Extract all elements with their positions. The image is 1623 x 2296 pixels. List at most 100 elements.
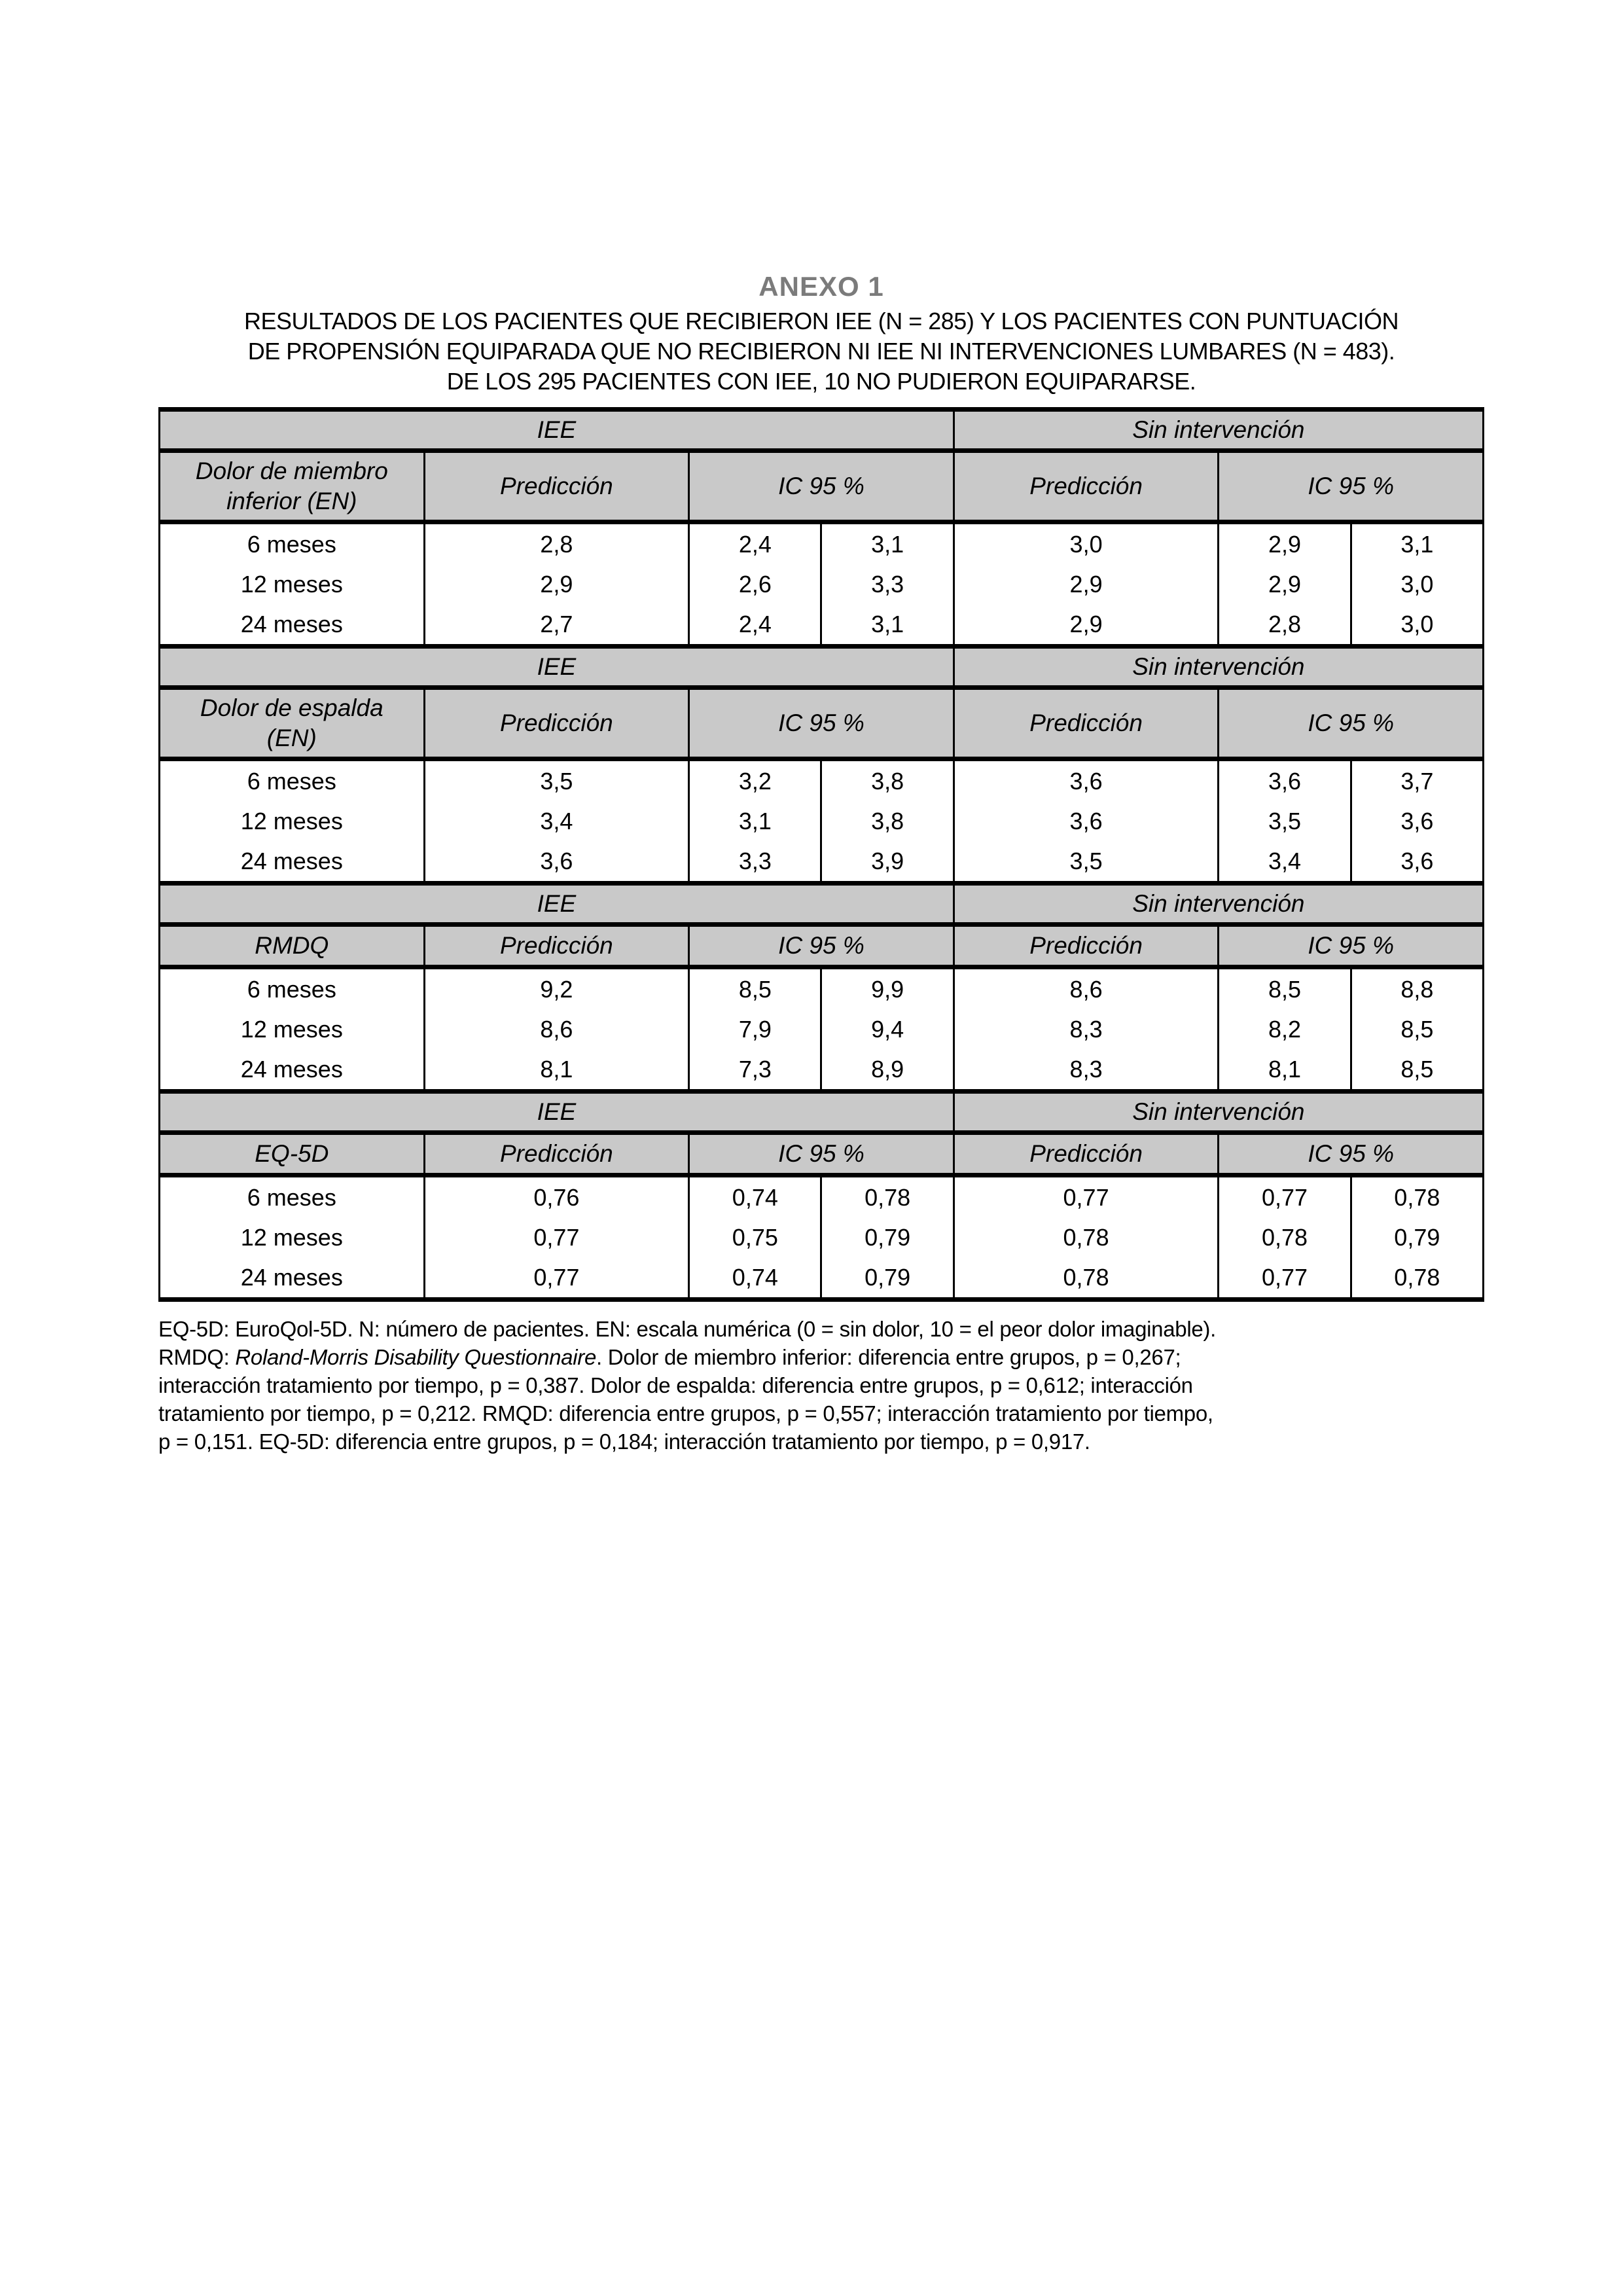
cell-iee-prediccion: 3,4 — [423, 801, 690, 841]
row-period: 6 meses — [158, 522, 425, 564]
group-header-iee: IEE — [158, 1089, 955, 1135]
column-header-row: Dolor de miembro inferior (EN) Predicció… — [158, 450, 1484, 524]
cell-iee-ic-low: 2,4 — [688, 604, 823, 647]
cell-iee-ic-high: 3,3 — [820, 564, 955, 604]
column-header-row: Dolor de espalda (EN) Predicción IC 95 %… — [158, 687, 1484, 761]
cell-sin-ic-low: 0,77 — [1217, 1257, 1352, 1302]
group-header-iee: IEE — [158, 407, 955, 453]
caption-line-3: DE LOS 295 PACIENTES CON IEE, 10 NO PUDI… — [446, 368, 1196, 395]
table-row: 24 meses 3,6 3,3 3,9 3,5 3,4 3,6 — [158, 841, 1485, 884]
cell-sin-prediccion: 3,6 — [952, 801, 1220, 841]
cell-iee-prediccion: 0,77 — [423, 1257, 690, 1302]
cell-sin-ic-low: 0,77 — [1217, 1175, 1352, 1217]
section-label-line: Dolor de espalda — [200, 694, 383, 721]
table-row: 6 meses 3,5 3,2 3,8 3,6 3,6 3,7 — [158, 759, 1485, 801]
cell-iee-ic-low: 7,9 — [688, 1009, 823, 1049]
col-header-ic95-sin: IC 95 % — [1217, 924, 1484, 969]
cell-sin-ic-low: 3,4 — [1217, 841, 1352, 884]
group-header-sin: Sin intervención — [952, 1089, 1485, 1135]
caption-line-2: DE PROPENSIÓN EQUIPARADA QUE NO RECIBIER… — [247, 338, 1395, 365]
cell-iee-ic-low: 2,6 — [688, 564, 823, 604]
table-row: 24 meses 0,77 0,74 0,79 0,78 0,77 0,78 — [158, 1257, 1485, 1302]
cell-sin-ic-low: 2,9 — [1217, 564, 1352, 604]
row-period: 12 meses — [158, 1009, 425, 1049]
cell-sin-prediccion: 8,6 — [952, 967, 1220, 1009]
cell-iee-ic-high: 3,8 — [820, 801, 955, 841]
group-header-row: IEE Sin intervención — [158, 1089, 1485, 1135]
cell-sin-ic-low: 8,2 — [1217, 1009, 1352, 1049]
cell-sin-prediccion: 2,9 — [952, 604, 1220, 647]
group-header-sin: Sin intervención — [952, 644, 1485, 690]
cell-iee-ic-high: 3,9 — [820, 841, 955, 884]
col-header-prediccion-iee: Predicción — [423, 1132, 690, 1177]
cell-iee-ic-high: 0,79 — [820, 1257, 955, 1302]
cell-sin-prediccion: 2,9 — [952, 564, 1220, 604]
results-table: IEE Sin intervención Dolor de miembro in… — [158, 407, 1485, 1302]
cell-iee-prediccion: 8,6 — [423, 1009, 690, 1049]
cell-iee-prediccion: 3,6 — [423, 841, 690, 884]
cell-sin-ic-high: 3,6 — [1349, 841, 1485, 884]
footnote-line-2-prefix: RMDQ: — [158, 1345, 236, 1369]
cell-sin-ic-low: 2,8 — [1217, 604, 1352, 647]
column-header-row: EQ-5D Predicción IC 95 % Predicción IC 9… — [158, 1132, 1484, 1177]
table-row: 12 meses 3,4 3,1 3,8 3,6 3,5 3,6 — [158, 801, 1485, 841]
group-header-row: IEE Sin intervención — [158, 881, 1485, 927]
cell-sin-prediccion: 0,78 — [952, 1257, 1220, 1302]
cell-iee-ic-low: 3,2 — [688, 759, 823, 801]
cell-iee-prediccion: 3,5 — [423, 759, 690, 801]
cell-sin-prediccion: 3,6 — [952, 759, 1220, 801]
section-label-line: inferior (EN) — [226, 488, 357, 514]
cell-iee-ic-low: 3,1 — [688, 801, 823, 841]
cell-iee-ic-high: 0,78 — [820, 1175, 955, 1217]
cell-iee-prediccion: 2,8 — [423, 522, 690, 564]
row-period: 24 meses — [158, 1257, 425, 1302]
table-row: 12 meses 8,6 7,9 9,4 8,3 8,2 8,5 — [158, 1009, 1485, 1049]
footnote-line-2-suffix: . Dolor de miembro inferior: diferencia … — [596, 1345, 1181, 1369]
cell-sin-ic-high: 0,78 — [1349, 1257, 1485, 1302]
footnote-line-5: p = 0,151. EQ-5D: diferencia entre grupo… — [158, 1429, 1090, 1454]
footnote-line-2: RMDQ: Roland-Morris Disability Questionn… — [158, 1343, 1484, 1371]
cell-sin-ic-low: 8,1 — [1217, 1049, 1352, 1092]
col-header-ic95-iee: IC 95 % — [688, 687, 955, 761]
cell-iee-prediccion: 0,76 — [423, 1175, 690, 1217]
col-header-ic95-iee: IC 95 % — [688, 450, 955, 524]
column-header-row: RMDQ Predicción IC 95 % Predicción IC 95… — [158, 924, 1484, 969]
col-header-prediccion-iee: Predicción — [423, 687, 690, 761]
cell-sin-ic-high: 3,6 — [1349, 801, 1485, 841]
col-header-ic95-iee: IC 95 % — [688, 1132, 955, 1177]
cell-iee-ic-high: 3,8 — [820, 759, 955, 801]
cell-iee-ic-high: 0,79 — [820, 1217, 955, 1257]
col-header-ic95-sin: IC 95 % — [1217, 1132, 1484, 1177]
row-period: 6 meses — [158, 1175, 425, 1217]
row-period: 6 meses — [158, 759, 425, 801]
section-label-dolor-miembro: Dolor de miembro inferior (EN) — [158, 450, 425, 524]
cell-sin-prediccion: 3,5 — [952, 841, 1220, 884]
row-period: 24 meses — [158, 841, 425, 884]
cell-sin-prediccion: 0,78 — [952, 1217, 1220, 1257]
table-caption: RESULTADOS DE LOS PACIENTES QUE RECIBIER… — [158, 306, 1484, 397]
cell-sin-ic-high: 8,5 — [1349, 1009, 1485, 1049]
cell-sin-prediccion: 8,3 — [952, 1049, 1220, 1092]
caption-line-1: RESULTADOS DE LOS PACIENTES QUE RECIBIER… — [244, 308, 1399, 334]
section-label-dolor-espalda: Dolor de espalda (EN) — [158, 687, 425, 761]
footnote-line-2-italic: Roland-Morris Disability Questionnaire — [235, 1345, 597, 1369]
cell-iee-ic-high: 9,9 — [820, 967, 955, 1009]
cell-iee-ic-high: 3,1 — [820, 604, 955, 647]
cell-sin-ic-low: 0,78 — [1217, 1217, 1352, 1257]
cell-sin-ic-high: 3,0 — [1349, 564, 1485, 604]
annex-title: ANEXO 1 — [758, 271, 884, 302]
cell-sin-ic-high: 8,8 — [1349, 967, 1485, 1009]
table-row: 6 meses 9,2 8,5 9,9 8,6 8,5 8,8 — [158, 967, 1485, 1009]
section-label-rmdq: RMDQ — [158, 924, 425, 969]
section-label-line: Dolor de miembro — [195, 457, 388, 484]
cell-sin-ic-high: 8,5 — [1349, 1049, 1485, 1092]
cell-sin-ic-low: 2,9 — [1217, 522, 1352, 564]
table-row: 12 meses 2,9 2,6 3,3 2,9 2,9 3,0 — [158, 564, 1485, 604]
cell-iee-prediccion: 8,1 — [423, 1049, 690, 1092]
cell-iee-ic-low: 0,75 — [688, 1217, 823, 1257]
cell-iee-ic-low: 0,74 — [688, 1257, 823, 1302]
col-header-ic95-sin: IC 95 % — [1217, 450, 1484, 524]
table-row: 6 meses 0,76 0,74 0,78 0,77 0,77 0,78 — [158, 1175, 1485, 1217]
row-period: 12 meses — [158, 564, 425, 604]
